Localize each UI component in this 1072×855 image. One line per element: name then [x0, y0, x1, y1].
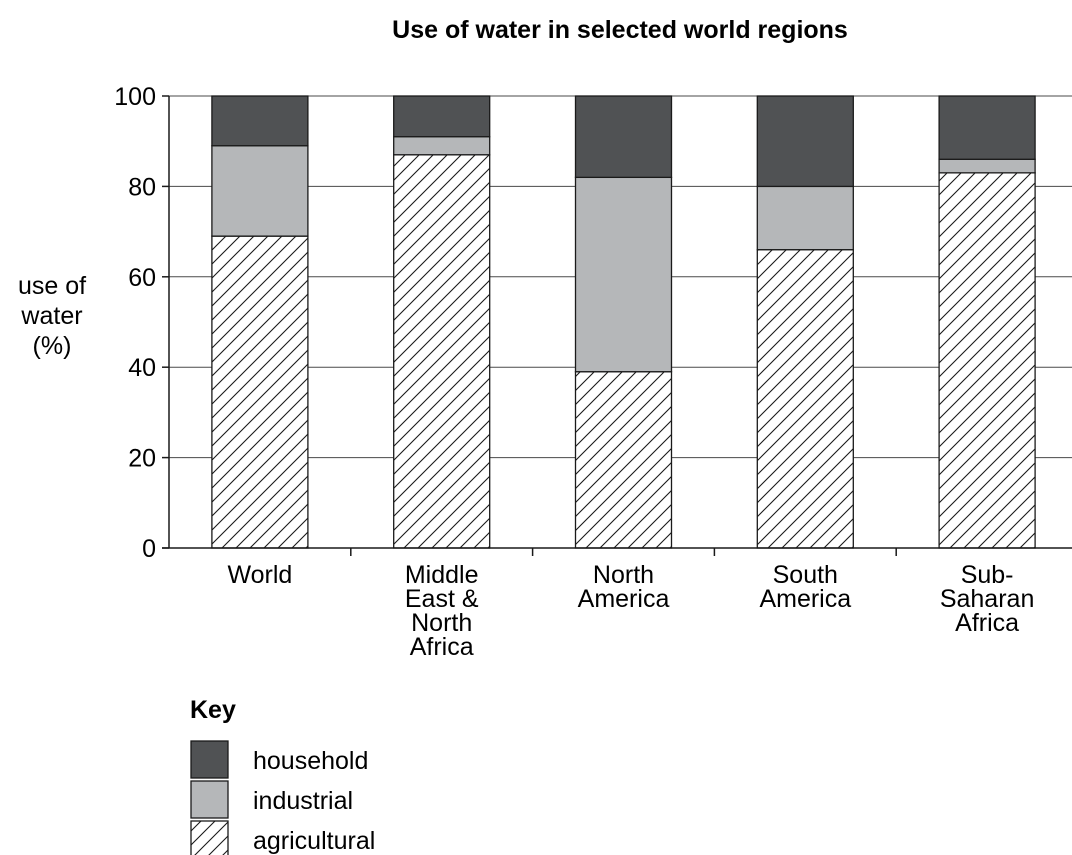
- bar-segment-household: [938, 95, 1036, 160]
- y-tick-label: 40: [128, 354, 156, 382]
- legend-label-industrial: industrial: [253, 787, 353, 815]
- x-category-label: South: [773, 561, 838, 589]
- legend: Key household industrial agricultural: [190, 696, 375, 855]
- x-category-label: Sub-: [961, 561, 1014, 589]
- legend-label-agricultural: agricultural: [253, 827, 375, 855]
- x-category-label: East &: [405, 585, 479, 613]
- bars: [211, 95, 1036, 549]
- bar-segment-household: [574, 95, 673, 179]
- bar-segment-industrial: [574, 176, 673, 373]
- y-axis-label-line: (%): [33, 332, 72, 360]
- x-category-label: North: [411, 609, 472, 637]
- x-category-label: Middle: [405, 561, 479, 589]
- axes: [162, 96, 1072, 556]
- bar-segment-agricultural: [574, 371, 673, 549]
- bar-segment-household: [756, 95, 854, 188]
- bar-segment-household: [211, 95, 309, 147]
- y-tick-label: 0: [142, 535, 156, 563]
- bar-segment-industrial: [393, 136, 491, 156]
- y-tick-label: 20: [128, 445, 156, 473]
- y-tick-label: 60: [128, 264, 156, 292]
- bar-segment-agricultural: [211, 235, 309, 549]
- bar-segment-household: [393, 95, 491, 138]
- y-axis-ticks: 0 20 40 60 80 100: [114, 83, 169, 563]
- y-tick-label: 100: [114, 83, 156, 111]
- x-category-label: Africa: [410, 633, 474, 661]
- chart-title: Use of water in selected world regions: [392, 16, 848, 44]
- bar-segment-industrial: [756, 185, 854, 251]
- legend-title: Key: [190, 696, 236, 724]
- x-category-label: World: [227, 561, 292, 589]
- bar-segment-agricultural: [938, 172, 1036, 549]
- y-axis-label-line: water: [20, 302, 82, 330]
- legend-swatch-industrial: [190, 780, 229, 819]
- x-category-label: America: [578, 585, 670, 613]
- x-category-label: America: [759, 585, 851, 613]
- bar-segment-industrial: [938, 158, 1036, 174]
- legend-label-household: household: [253, 747, 368, 775]
- legend-swatch-agricultural: [190, 820, 229, 855]
- x-category-label: North: [593, 561, 654, 589]
- x-category-label: Saharan: [940, 585, 1035, 613]
- legend-items: household industrial agricultural: [190, 740, 375, 855]
- y-tick-label: 80: [128, 173, 156, 201]
- x-category-label: Africa: [955, 609, 1019, 637]
- bar-segment-industrial: [211, 145, 309, 237]
- legend-swatch-household: [190, 740, 229, 779]
- bar-segment-agricultural: [756, 249, 854, 549]
- y-axis-label-line: use of: [18, 272, 86, 300]
- bar-segment-agricultural: [393, 154, 491, 549]
